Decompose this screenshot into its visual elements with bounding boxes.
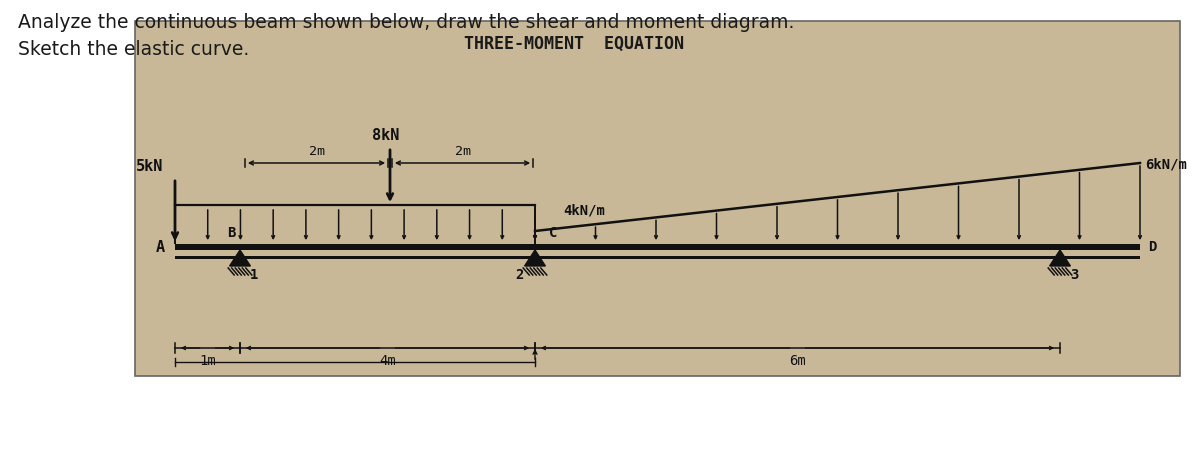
Text: THREE-MOMENT  EQUATION: THREE-MOMENT EQUATION — [464, 35, 684, 53]
Text: 2m: 2m — [310, 145, 325, 158]
Text: 4kN/m: 4kN/m — [563, 203, 605, 217]
Text: 2: 2 — [515, 268, 523, 282]
Text: 8kN: 8kN — [372, 128, 400, 143]
Text: Sketch the elastic curve.: Sketch the elastic curve. — [18, 40, 250, 59]
Text: 1m: 1m — [199, 354, 216, 368]
Text: 4m: 4m — [379, 354, 396, 368]
Text: C: C — [550, 226, 557, 240]
Text: 2m: 2m — [455, 145, 470, 158]
Text: B: B — [227, 226, 235, 240]
Text: Analyze the continuous beam shown below, draw the shear and moment diagram.: Analyze the continuous beam shown below,… — [18, 13, 794, 32]
Text: 6m: 6m — [790, 354, 806, 368]
FancyBboxPatch shape — [134, 21, 1180, 376]
Text: 1: 1 — [250, 268, 258, 282]
Text: A: A — [156, 240, 166, 255]
Polygon shape — [1050, 250, 1070, 266]
Text: 5kN: 5kN — [136, 159, 163, 174]
Text: D: D — [1148, 240, 1157, 254]
FancyBboxPatch shape — [175, 256, 1140, 259]
Polygon shape — [229, 250, 251, 266]
Text: 3: 3 — [1070, 268, 1078, 282]
Polygon shape — [524, 250, 545, 266]
Text: 6kN/m: 6kN/m — [1145, 158, 1187, 172]
FancyBboxPatch shape — [175, 244, 1140, 250]
